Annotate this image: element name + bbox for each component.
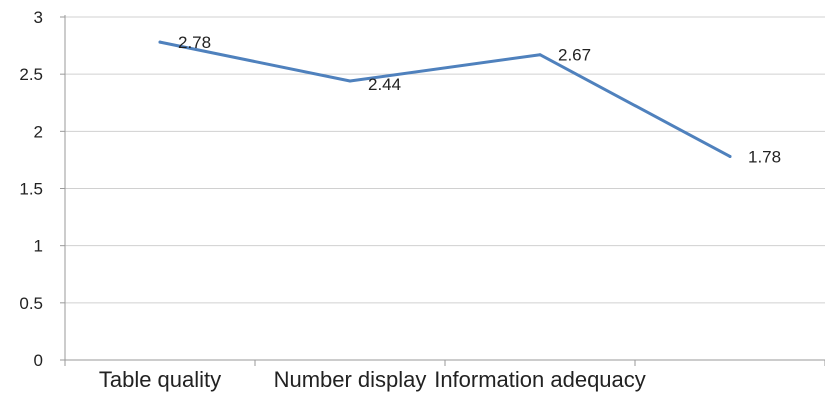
y-tick-label: 0.5 <box>19 294 43 313</box>
y-tick-label: 3 <box>34 8 43 27</box>
y-axis-tick-labels: 0 0.5 1 1.5 2 2.5 3 <box>19 8 43 370</box>
y-tick-label: 1.5 <box>19 180 43 199</box>
axes <box>60 15 825 366</box>
x-category-label: Number display <box>274 367 427 392</box>
data-label: 2.78 <box>178 33 211 52</box>
data-label: 2.67 <box>558 46 591 65</box>
data-point <box>538 53 542 57</box>
y-tick-label: 0 <box>34 351 43 370</box>
y-tick-label: 1 <box>34 237 43 256</box>
data-label: 2.44 <box>368 75 401 94</box>
data-label: 1.78 <box>748 147 781 166</box>
y-tick-label: 2.5 <box>19 65 43 84</box>
data-labels: 2.78 2.44 2.67 1.78 <box>178 33 781 166</box>
data-point <box>158 40 162 44</box>
series-line <box>158 40 732 158</box>
x-category-label: Table quality <box>99 367 221 392</box>
series-polyline <box>158 40 732 158</box>
y-tick-label: 2 <box>34 122 43 141</box>
x-category-label: Information adequacy <box>434 367 646 392</box>
x-axis-category-labels: Table quality Number display Information a… <box>99 367 646 392</box>
gridlines <box>65 16 825 304</box>
data-point <box>728 154 732 158</box>
data-point <box>348 79 352 83</box>
